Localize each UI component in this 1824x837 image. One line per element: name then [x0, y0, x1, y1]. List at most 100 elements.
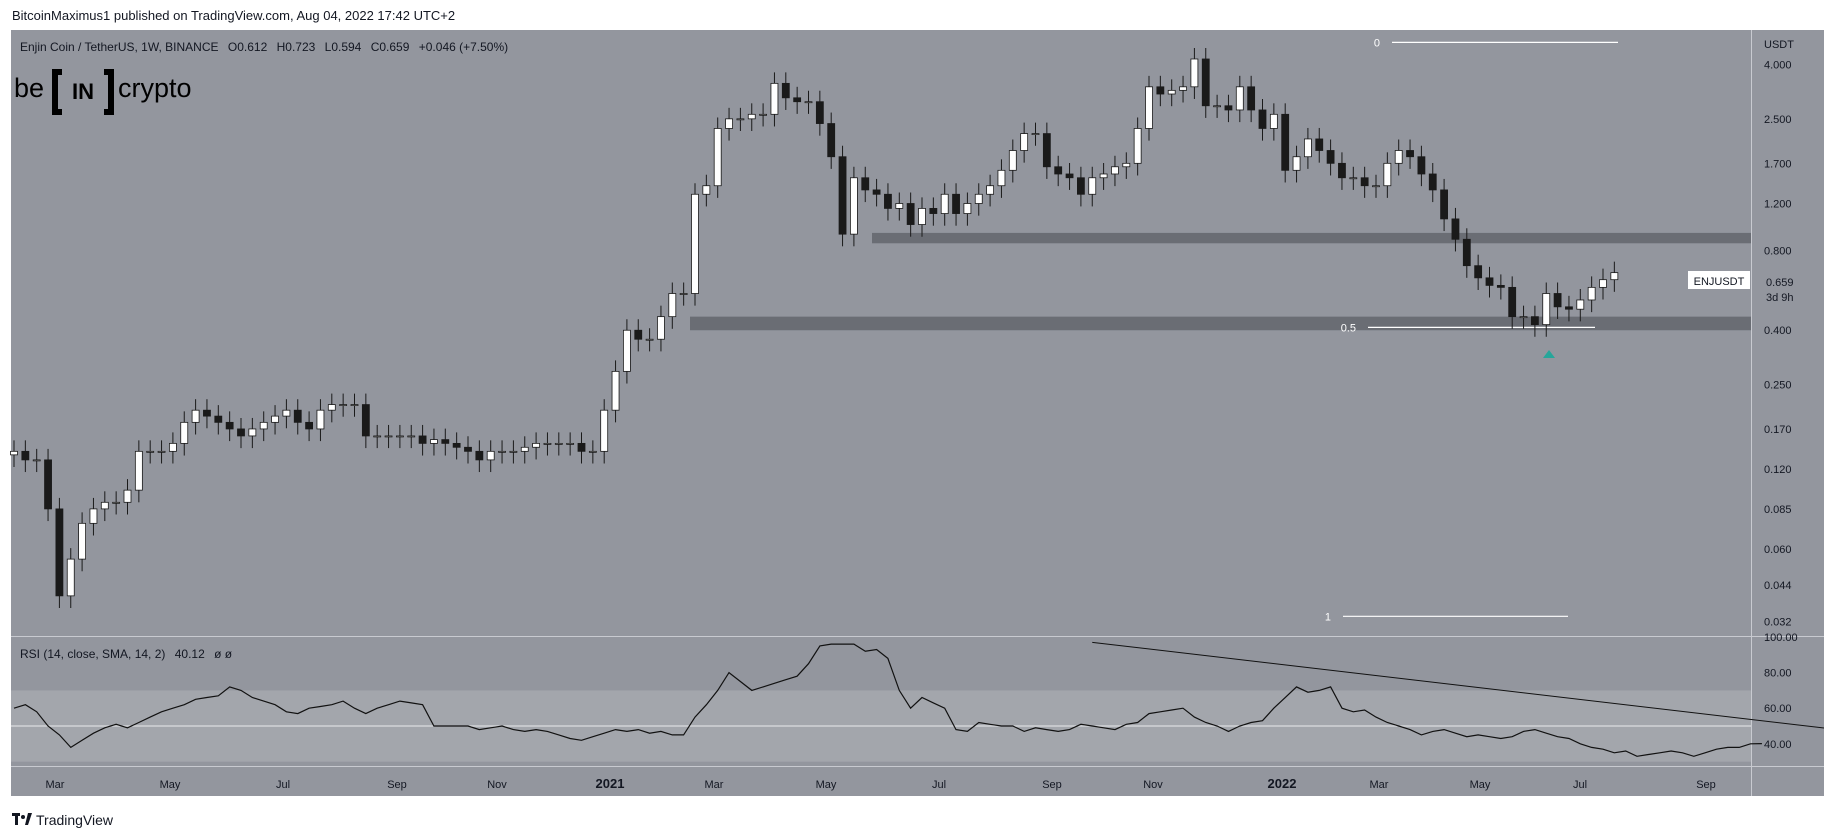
candle-down[interactable]: [475, 450, 484, 461]
candle-down[interactable]: [1531, 316, 1539, 326]
candle-up[interactable]: [1213, 105, 1221, 108]
candle-up[interactable]: [1599, 279, 1607, 288]
candle-down[interactable]: [203, 409, 211, 417]
candle-down[interactable]: [237, 428, 245, 437]
candle-up[interactable]: [679, 293, 688, 295]
candle-up[interactable]: [1394, 150, 1403, 164]
candle-down[interactable]: [815, 101, 824, 124]
candle-down[interactable]: [293, 409, 302, 423]
candle-down[interactable]: [464, 446, 472, 452]
candle-up[interactable]: [1542, 293, 1551, 326]
candle-up[interactable]: [259, 421, 268, 430]
candle-down[interactable]: [1281, 113, 1290, 171]
candle-down[interactable]: [55, 508, 64, 597]
chart-canvas[interactable]: 0 0.5 1 4.000 2.500 1.700 1.200 0.800 0.400 0.25…: [0, 0, 1824, 803]
candle-down[interactable]: [838, 156, 847, 235]
candle-down[interactable]: [884, 193, 892, 209]
candle-down[interactable]: [1258, 109, 1267, 129]
candle-up[interactable]: [1031, 133, 1040, 135]
candle-up[interactable]: [1269, 113, 1278, 129]
candle-up[interactable]: [963, 203, 972, 214]
candle-down[interactable]: [1553, 293, 1562, 308]
candle-up[interactable]: [1576, 299, 1585, 310]
candle-up[interactable]: [66, 558, 75, 597]
candle-up[interactable]: [1372, 185, 1380, 188]
candle-up[interactable]: [112, 501, 121, 504]
candle-down[interactable]: [781, 82, 790, 99]
candle-up[interactable]: [248, 428, 257, 437]
candle-down[interactable]: [634, 329, 643, 340]
support-resistance-zone[interactable]: [872, 232, 1751, 244]
candle-down[interactable]: [929, 208, 938, 214]
candle-down[interactable]: [827, 123, 836, 158]
candle-up[interactable]: [282, 409, 291, 417]
candle-up[interactable]: [395, 435, 404, 438]
candle-up[interactable]: [725, 118, 733, 129]
candle-up[interactable]: [509, 450, 518, 453]
candle-up[interactable]: [1519, 316, 1528, 319]
candle-up[interactable]: [1610, 272, 1619, 281]
candle-down[interactable]: [1462, 238, 1471, 267]
rsi-trendline[interactable]: [1092, 641, 1824, 734]
candle-up[interactable]: [384, 435, 393, 438]
candle-down[interactable]: [418, 435, 427, 444]
candle-down[interactable]: [1440, 189, 1448, 220]
rsi-axis[interactable]: [1751, 637, 1824, 767]
candle-up[interactable]: [986, 185, 994, 195]
candle-up[interactable]: [1167, 89, 1176, 95]
candle-up[interactable]: [1190, 58, 1199, 88]
candle-down[interactable]: [1201, 58, 1210, 107]
candle-down[interactable]: [305, 421, 314, 430]
candle-up[interactable]: [89, 508, 98, 524]
candle-down[interactable]: [1326, 150, 1335, 164]
candle-up[interactable]: [10, 450, 18, 456]
candle-down[interactable]: [214, 415, 223, 423]
candle-up[interactable]: [1133, 128, 1142, 164]
candle-down[interactable]: [452, 442, 461, 448]
candle-down[interactable]: [872, 189, 881, 195]
candle-down[interactable]: [1338, 162, 1346, 179]
candle-up[interactable]: [997, 169, 1006, 187]
candle-down[interactable]: [1065, 173, 1074, 179]
candle-up[interactable]: [1145, 86, 1153, 129]
candle-up[interactable]: [1008, 150, 1017, 171]
time-axis[interactable]: [11, 767, 1824, 796]
candle-up[interactable]: [1292, 156, 1301, 171]
candle-up[interactable]: [918, 208, 926, 225]
candle-down[interactable]: [1077, 177, 1085, 195]
candle-up[interactable]: [532, 442, 540, 448]
price-axis[interactable]: [1751, 30, 1824, 637]
main-price-pane[interactable]: [11, 30, 1751, 637]
candle-up[interactable]: [180, 421, 189, 444]
candle-up[interactable]: [702, 185, 711, 195]
candle-down[interactable]: [1496, 285, 1505, 288]
candle-up[interactable]: [271, 415, 279, 423]
candle-up[interactable]: [327, 404, 336, 411]
candle-up[interactable]: [498, 450, 506, 453]
candle-up[interactable]: [1099, 173, 1108, 179]
candle-up[interactable]: [1179, 86, 1187, 91]
support-resistance-zone[interactable]: [690, 316, 1751, 331]
candle-up[interactable]: [407, 435, 416, 438]
candle-down[interactable]: [441, 439, 450, 444]
candle-down[interactable]: [1451, 218, 1460, 240]
candle-up[interactable]: [1020, 133, 1029, 151]
candle-up[interactable]: [339, 404, 348, 406]
candle-up[interactable]: [32, 459, 41, 462]
candle-down[interactable]: [1054, 166, 1063, 175]
candle-up[interactable]: [974, 193, 983, 204]
candle-down[interactable]: [906, 203, 915, 225]
candle-down[interactable]: [1406, 150, 1414, 158]
candle-up[interactable]: [191, 409, 200, 423]
candle-up[interactable]: [588, 450, 597, 453]
candle-down[interactable]: [861, 177, 870, 191]
candle-up[interactable]: [430, 439, 438, 444]
candle-up[interactable]: [373, 435, 382, 438]
candle-up[interactable]: [100, 501, 109, 510]
candle-down[interactable]: [793, 97, 802, 103]
candle-down[interactable]: [1565, 306, 1573, 310]
candle-down[interactable]: [1474, 265, 1483, 279]
candle-up[interactable]: [78, 522, 86, 560]
candle-down[interactable]: [1417, 156, 1426, 175]
candle-up[interactable]: [645, 338, 654, 341]
